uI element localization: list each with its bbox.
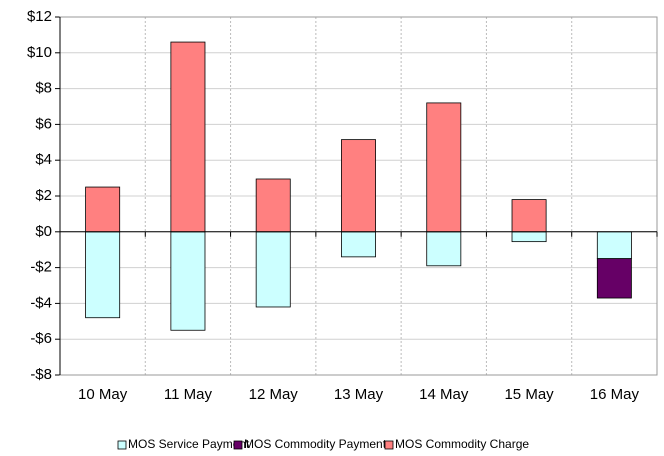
y-tick-label: $0 bbox=[35, 223, 52, 240]
legend-label: MOS Commodity Charge bbox=[395, 437, 529, 451]
bar bbox=[85, 231, 121, 319]
y-tick-label: -$6 bbox=[30, 330, 52, 347]
y-tick-label: -$2 bbox=[30, 259, 52, 276]
legend-swatch bbox=[384, 440, 394, 450]
bar bbox=[596, 258, 632, 299]
x-tick-label: 14 May bbox=[419, 386, 469, 403]
legend-label: MOS Service Payment bbox=[128, 437, 250, 451]
y-tick-label: $10 bbox=[27, 44, 52, 61]
legend-swatch bbox=[233, 440, 243, 450]
y-tick-label: $6 bbox=[35, 115, 52, 132]
x-tick-label: 10 May bbox=[78, 386, 128, 403]
y-tick-label: -$8 bbox=[30, 366, 52, 383]
y-tick-label: -$4 bbox=[30, 294, 52, 311]
legend-swatch bbox=[117, 440, 127, 450]
x-tick-label: 12 May bbox=[249, 386, 299, 403]
bar bbox=[170, 231, 206, 331]
bar bbox=[341, 139, 376, 233]
bar bbox=[426, 231, 462, 267]
bar bbox=[511, 231, 547, 243]
bar bbox=[596, 231, 632, 260]
bar bbox=[255, 178, 291, 233]
x-tick-label: 15 May bbox=[504, 386, 554, 403]
bar bbox=[426, 102, 462, 233]
bar bbox=[255, 231, 291, 308]
y-tick-label: $8 bbox=[35, 80, 52, 97]
x-tick-label: 11 May bbox=[164, 386, 213, 403]
bar bbox=[511, 199, 547, 233]
bar bbox=[341, 231, 376, 258]
x-tick-label: 16 May bbox=[590, 386, 640, 403]
y-tick-label: $12 bbox=[27, 8, 52, 25]
y-tick-label: $4 bbox=[35, 151, 52, 168]
bar bbox=[170, 41, 206, 233]
legend-label: MOS Commodity Payment bbox=[244, 437, 387, 451]
bar bbox=[85, 186, 121, 233]
y-tick-label: $2 bbox=[35, 187, 52, 204]
x-tick-label: 13 May bbox=[334, 386, 384, 403]
